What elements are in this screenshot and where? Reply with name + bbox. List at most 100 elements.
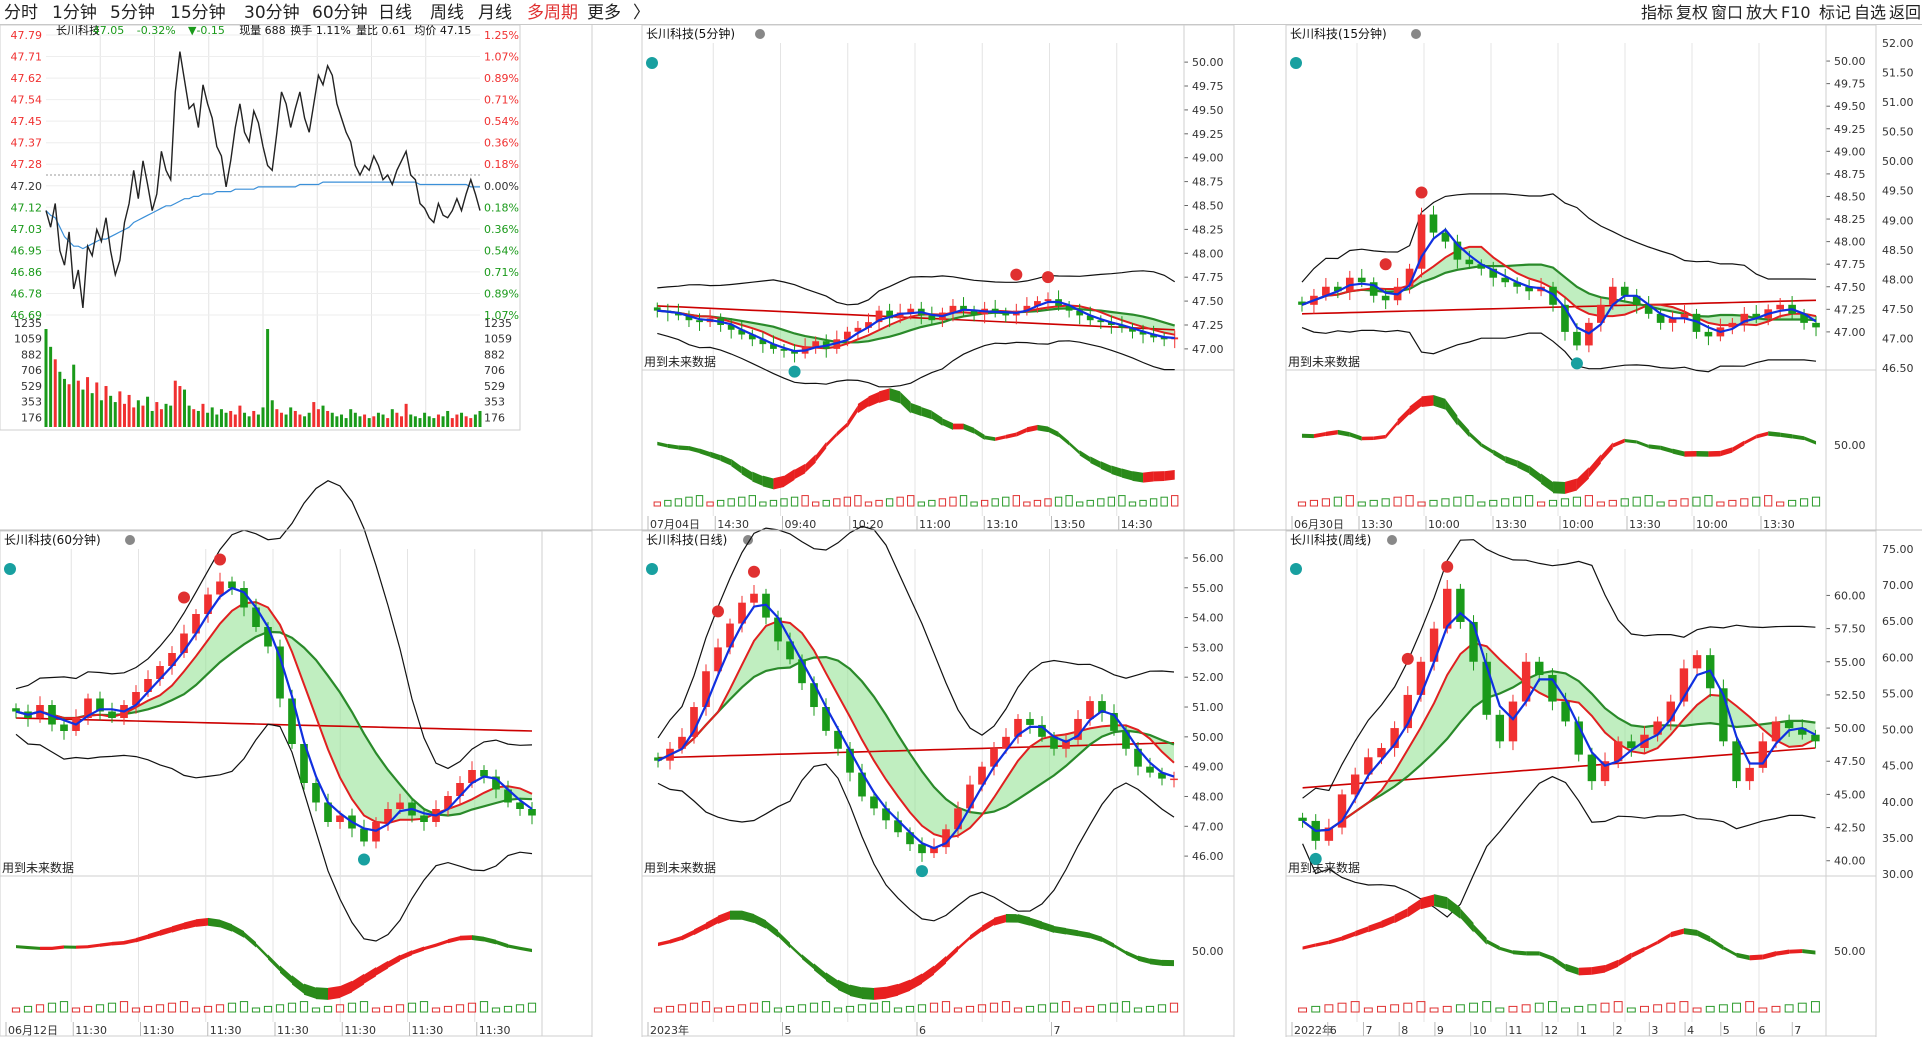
toolbar-item-3[interactable]: 放大 — [1746, 3, 1778, 22]
histogram-bar — [203, 1005, 213, 1013]
candle-body — [1776, 304, 1784, 310]
toolbar-item-7[interactable]: 返回 — [1889, 3, 1921, 22]
histogram-bar — [1644, 495, 1653, 507]
dropdown-icon[interactable] — [743, 535, 753, 545]
histogram-bar — [845, 1005, 855, 1013]
volume-bar — [141, 405, 145, 427]
histogram-bar — [821, 1001, 831, 1013]
oscillator-band — [1499, 946, 1513, 954]
oscillator-band — [1342, 931, 1356, 941]
osc-tick: 50.00 — [1192, 945, 1224, 958]
volume-bar — [44, 329, 48, 427]
indicator-toggle-icon[interactable] — [646, 57, 658, 69]
period-tab-10[interactable]: 更多 — [587, 3, 621, 23]
oscillator-band — [1301, 433, 1314, 439]
y-tick: 49.75 — [1192, 80, 1224, 93]
period-tab-2[interactable]: 5分钟 — [110, 3, 155, 23]
y-tick: 47.50 — [1834, 281, 1866, 294]
sell-signal-icon — [1379, 258, 1392, 271]
toolbar-item-4[interactable]: F10 — [1781, 3, 1811, 22]
period-tab-5[interactable]: 60分钟 — [312, 3, 368, 23]
histogram-bar — [1482, 1001, 1492, 1013]
histogram-bar — [1788, 499, 1797, 507]
histogram-bar — [1417, 501, 1426, 507]
dropdown-icon[interactable] — [755, 29, 765, 39]
oscillator-band — [1114, 943, 1126, 955]
buy-signal-icon — [1309, 852, 1322, 865]
candle-body — [1620, 286, 1629, 296]
oscillator-band — [1541, 473, 1554, 493]
indicator-toggle-icon[interactable] — [1290, 563, 1302, 575]
right-tick: 49.50 — [1882, 185, 1914, 198]
toolbar-item-1[interactable]: 复权 — [1676, 3, 1708, 22]
dropdown-icon[interactable] — [1387, 535, 1397, 545]
x-label: 14:30 — [1121, 518, 1153, 531]
oscillator-band — [741, 465, 753, 481]
candle-body — [918, 844, 926, 854]
oscillator-band — [1164, 469, 1175, 481]
histogram-bar — [1640, 1005, 1649, 1013]
histogram-bar — [1810, 1001, 1820, 1013]
volume-bar — [187, 405, 191, 427]
toolbar-item-6[interactable]: 自选 — [1854, 3, 1886, 22]
histogram-bar — [1416, 1001, 1426, 1013]
x-label: 6 — [1330, 1024, 1337, 1037]
histogram-bar — [71, 1007, 81, 1013]
indicator-toggle-icon[interactable] — [1290, 57, 1302, 69]
x-label: 7 — [1794, 1024, 1801, 1037]
period-tab-7[interactable]: 周线 — [430, 3, 464, 23]
candle-body — [1653, 721, 1662, 735]
dropdown-icon[interactable] — [1411, 29, 1421, 39]
period-tab-6[interactable]: 日线 — [378, 3, 412, 23]
candle-body — [1014, 718, 1022, 737]
volume-tick: 176 — [484, 411, 505, 424]
candle-body — [970, 310, 978, 315]
indicator-toggle-icon[interactable] — [646, 563, 658, 575]
toolbar-item-0[interactable]: 指标 — [1641, 3, 1673, 22]
price-tick: 47.62 — [11, 72, 43, 85]
candle-body — [360, 828, 368, 842]
oscillator-band — [910, 973, 922, 991]
oscillator-band — [1512, 950, 1527, 956]
candle-body — [949, 305, 957, 313]
candle-body — [1456, 588, 1465, 622]
histogram-bar — [1776, 501, 1785, 507]
period-tab-4[interactable]: 30分钟 — [244, 3, 300, 23]
candle-body — [1118, 324, 1126, 328]
candle-body — [1627, 741, 1636, 748]
oscillator-band — [1744, 434, 1757, 445]
period-tab-9[interactable]: 多周期 — [527, 3, 578, 23]
histogram-bar — [1584, 495, 1593, 507]
x-label: 5 — [785, 1024, 792, 1037]
period-tab-0[interactable]: 分时 — [4, 3, 38, 23]
indicator-toggle-icon[interactable] — [4, 563, 16, 575]
oscillator-band — [1058, 432, 1070, 446]
candle-body — [727, 324, 735, 330]
more-arrow-icon[interactable]: 〉 — [633, 3, 650, 23]
oscillator-band — [28, 946, 40, 950]
right-tick: 35.00 — [1882, 832, 1914, 845]
boll-upper — [1301, 193, 1817, 283]
period-tab-8[interactable]: 月线 — [478, 3, 512, 23]
period-tab-3[interactable]: 15分钟 — [170, 3, 226, 23]
oscillator-band — [862, 987, 874, 1000]
y-tick: 49.00 — [1834, 145, 1866, 158]
histogram-bar — [1596, 501, 1605, 507]
volume-bar — [81, 389, 85, 427]
dropdown-icon[interactable] — [125, 535, 135, 545]
histogram-bar — [1536, 501, 1546, 507]
histogram-bar — [664, 499, 672, 507]
histogram-bar — [881, 1001, 891, 1013]
ma5-line — [1301, 228, 1817, 335]
oscillator-band — [1407, 898, 1421, 918]
oscillator-band — [1111, 465, 1122, 478]
histogram-bar — [653, 501, 661, 507]
oscillator-band — [898, 979, 910, 996]
histogram-bar — [1390, 1004, 1400, 1013]
volume-bar — [150, 410, 154, 427]
toolbar-item-5[interactable]: 标记 — [1819, 3, 1851, 22]
oscillator-band — [688, 446, 700, 454]
oscillator-band — [1618, 952, 1632, 967]
toolbar-item-2[interactable]: 窗口 — [1711, 3, 1743, 22]
period-tab-1[interactable]: 1分钟 — [52, 3, 97, 23]
